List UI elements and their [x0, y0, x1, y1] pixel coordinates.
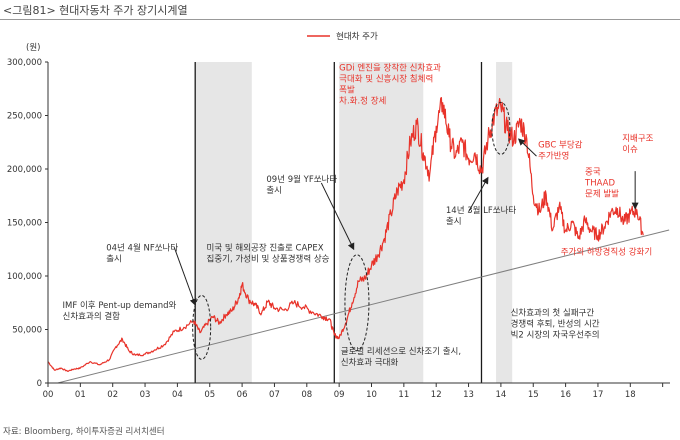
y-tick-label: 50,000: [12, 326, 42, 336]
shaded-periods: [195, 62, 513, 383]
annotation-3: 미국 및 해외공장 진출로 CAPEX 집중기, 가성비 및 상품경쟁력 상승: [207, 242, 330, 264]
annotation-line: 출시: [106, 253, 122, 264]
annotation-arrows: [173, 138, 639, 306]
annotation-line: 신차효과의 첫 실패구간: [511, 308, 595, 319]
x-tick-label: 05: [204, 390, 215, 400]
annotation-line: 미국 및 해외공장 진출로 CAPEX: [207, 242, 324, 253]
x-tick-label: 02: [107, 390, 118, 400]
highlight-ellipse-2: [344, 254, 370, 352]
legend-label: 현대차 주가: [336, 32, 378, 42]
annotation-line: 빅2 시장의 자국우선주의: [511, 330, 600, 341]
x-tick-label: 17: [593, 390, 604, 400]
y-tick-label: 150,000: [7, 219, 42, 229]
price-line: [47, 97, 644, 372]
annotation-line: 차.화.정 장세: [339, 96, 386, 107]
x-tick-label: 11: [398, 390, 409, 400]
trend-line-group: [57, 229, 670, 384]
annotation-line: 04년 4월 NF쏘나타: [106, 242, 178, 253]
annotation-line: 14년 3월 LF쏘나타: [446, 205, 517, 216]
annotation-line: 경쟁력 후퇴, 반성의 시간: [511, 319, 600, 330]
x-tick-label: 15: [528, 390, 539, 400]
annotations: IMF 이후 Pent-up demand와 신차효과의 결합 04년 4월 NF쏘…: [63, 63, 654, 369]
annotation-line: 극대화 및 신흥시장 침체력: [339, 74, 433, 85]
y-tick-label: 100,000: [7, 272, 42, 282]
x-tick-label: 10: [366, 390, 377, 400]
shaded-period-3: [496, 62, 513, 383]
annotation-7: GBC 부당감 주가반영: [538, 140, 583, 162]
y-tick-label: 300,000: [7, 58, 42, 68]
annotation-line: 지배구조: [622, 134, 653, 144]
annotation-8: 지배구조 이슈: [622, 134, 653, 155]
annotation-line: 중국: [585, 167, 601, 177]
annotation-line: 출시: [266, 185, 282, 196]
annotation-arrow-3: [468, 176, 489, 213]
y-tick-label: 0: [37, 379, 42, 389]
annotation-line: 문제 발발: [585, 188, 619, 199]
highlight-ellipses: [192, 101, 511, 360]
x-tick-label: 04: [172, 390, 183, 400]
annotation-12: 글로벌 리세션으로 신차조기 출시, 신차효과 극대화: [341, 346, 461, 368]
x-tick-label: 06: [237, 390, 248, 400]
annotation-arrow-2: [320, 182, 355, 251]
y-tick-label: 200,000: [7, 165, 42, 175]
annotation-line: 주가반영: [538, 151, 569, 162]
annotation-line: GBC 부당감: [538, 140, 583, 151]
annotation-11: 신차효과의 첫 실패구간 경쟁력 후퇴, 반성의 시간 빅2 시장의 자국우선주의: [511, 308, 600, 341]
y-tick-label: 250,000: [7, 112, 42, 122]
axes: 0 50,000 100,000 150,000 200,000 250,000 300,0…: [7, 43, 670, 400]
annotation-line: 글로벌 리세션으로 신차조기 출시,: [341, 346, 461, 357]
x-tick-label: 01: [75, 390, 86, 400]
highlight-ellipse-3: [491, 101, 511, 155]
annotation-1: IMF 이후 Pent-up demand와 신차효과의 결합: [63, 300, 177, 322]
shaded-period-1: [195, 62, 252, 383]
price-series: [47, 97, 644, 372]
annotation-6: 14년 3월 LF쏘나타 출시: [446, 205, 517, 227]
x-tick-label: 07: [269, 390, 280, 400]
y-unit-label: (원): [26, 43, 40, 53]
annotation-line: IMF 이후 Pent-up demand와: [63, 300, 177, 311]
annotation-9: 중국 THAAD 문제 발발: [584, 167, 619, 199]
annotation-2: 04년 4월 NF쏘나타 출시: [106, 242, 178, 264]
legend: 현대차 주가: [307, 32, 378, 42]
x-tick-label: 03: [140, 390, 151, 400]
annotation-10: 주가의 하방경직성 강화기: [561, 247, 652, 258]
x-tick-label: 16: [560, 390, 571, 400]
highlight-ellipse-1: [192, 294, 212, 360]
x-tick-label: 12: [431, 390, 442, 400]
annotation-line: 폭발: [339, 85, 355, 96]
annotation-line: 신차효과 극대화: [341, 358, 399, 368]
shaded-period-2: [339, 62, 424, 383]
annotation-line: 이슈: [622, 144, 638, 155]
annotation-line: 출시: [446, 216, 462, 227]
annotation-line: 주가의 하방경직성 강화기: [561, 247, 652, 258]
annotation-arrow-1: [173, 246, 197, 306]
annotation-5: GDi 엔진을 장착한 신차효과 극대화 및 신흥시장 침체력 폭발 차.화.정 장세: [339, 63, 441, 107]
annotation-line: THAAD: [584, 178, 615, 188]
vertical-markers: [194, 62, 483, 383]
title-divider: [0, 19, 680, 20]
x-tick-label: 18: [625, 390, 636, 400]
annotation-line: 09년 9월 YF쏘나타: [266, 174, 337, 185]
annotation-line: 집중기, 가성비 및 상품경쟁력 상승: [207, 253, 330, 264]
x-tick-label: 08: [301, 390, 312, 400]
trend-line: [57, 229, 670, 384]
x-tick-label: 13: [463, 390, 474, 400]
x-tick-label: 14: [495, 390, 506, 400]
figure-title: <그림81> 현대자동차 주가 장기시계열: [3, 4, 188, 17]
x-tick-label: 09: [334, 390, 345, 400]
source-note: 자료: Bloomberg, 하이투자증권 리서치센터: [3, 427, 165, 437]
x-tick-label: 00: [43, 390, 54, 400]
annotation-arrow-4: [517, 138, 537, 157]
annotation-4: 09년 9월 YF쏘나타 출시: [266, 174, 337, 196]
annotation-line: 신차효과의 결합: [63, 311, 121, 322]
annotation-line: GDi 엔진을 장착한 신차효과: [339, 63, 441, 74]
